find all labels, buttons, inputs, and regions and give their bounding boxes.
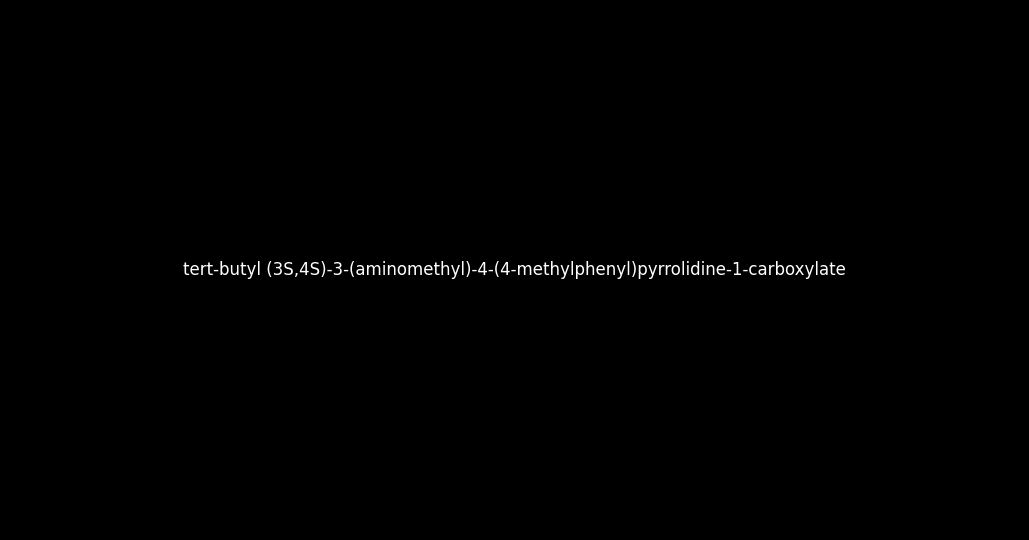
Text: tert-butyl (3S,4S)-3-(aminomethyl)-4-(4-methylphenyl)pyrrolidine-1-carboxylate: tert-butyl (3S,4S)-3-(aminomethyl)-4-(4-… <box>183 261 846 279</box>
